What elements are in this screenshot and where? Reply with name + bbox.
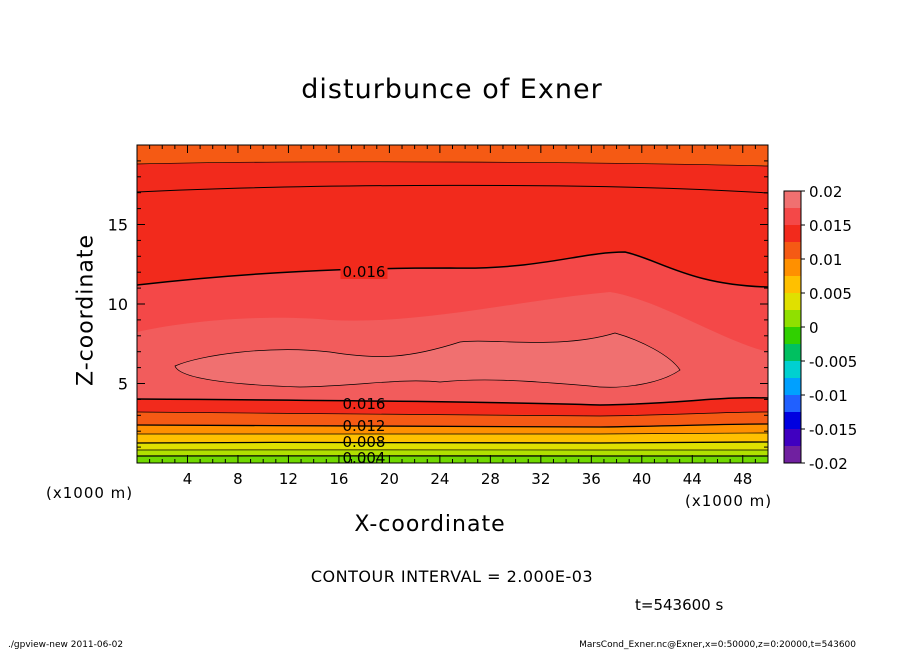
y-tick-label: 10 [108, 295, 128, 314]
colorbar-tick-label: -0.02 [809, 455, 848, 473]
colorbar-swatch [784, 412, 801, 430]
x-tick-label: 20 [380, 470, 399, 488]
colorbar-swatch [784, 395, 801, 413]
x-tick-label: 16 [329, 470, 348, 488]
colorbar-swatch [784, 310, 801, 328]
y-tick-label: 15 [108, 216, 128, 235]
colorbar-tick-label: -0.015 [809, 421, 857, 439]
x-tick-label: 40 [632, 470, 651, 488]
colorbar-swatch [784, 344, 801, 362]
contour-interval-text: CONTOUR INTERVAL = 2.000E-03 [310, 567, 594, 586]
colorbar-swatch [784, 361, 801, 379]
contour-label: 0.004 [343, 449, 386, 467]
colorbar-swatch [784, 259, 801, 277]
chart-title: disturbunce of Exner [301, 74, 603, 105]
colorbar-swatch [784, 327, 801, 345]
x-axis-label: X-coordinate [354, 512, 506, 537]
x-tick-label: 12 [279, 470, 298, 488]
colorbar-tick-label: 0 [809, 319, 819, 337]
colorbar-swatch [784, 429, 801, 447]
x-tick-label: 4 [183, 470, 193, 488]
colorbar-swatch [784, 225, 801, 243]
colorbar-swatch [784, 191, 801, 209]
x-tick-label: 28 [481, 470, 500, 488]
footer-right: MarsCond_Exner.nc@Exner,x=0:50000,z=0:20… [579, 640, 856, 650]
colorbar-swatch [784, 378, 801, 396]
contour-label: 0.008 [343, 433, 386, 451]
contour-label: 0.016 [343, 395, 386, 413]
colorbar-tick-label: 0.01 [809, 251, 842, 269]
colorbar-swatch [784, 276, 801, 294]
colorbar-swatch [784, 446, 801, 464]
x-tick-label: 48 [733, 470, 752, 488]
x-tick-label: 32 [531, 470, 550, 488]
contour-label: 0.012 [343, 417, 386, 435]
colorbar-swatch [784, 293, 801, 311]
colorbar: 0.02 0.015 0.01 0.005 0 -0.005 -0.01 -0.015 -0.0… [783, 183, 857, 473]
y-axis-unit: (x1000 m) [46, 484, 134, 502]
x-axis-unit: (x1000 m) [685, 492, 773, 510]
time-label: t=543600 s [635, 596, 724, 614]
y-axis-label: Z-coordinate [73, 234, 99, 386]
x-tick-label: 36 [582, 470, 601, 488]
contour-label: 0.016 [343, 263, 386, 281]
colorbar-tick-label: -0.01 [809, 387, 848, 405]
colorbar-tick-label: -0.005 [809, 353, 857, 371]
y-tick-label: 5 [118, 375, 128, 394]
colorbar-tick-label: 0.005 [809, 285, 852, 303]
contour-label-bg [340, 264, 388, 279]
footer-left: ./gpview-new 2011-06-02 [8, 640, 124, 650]
filled-contours [137, 145, 768, 463]
colorbar-tick-label: 0.02 [809, 183, 842, 201]
colorbar-tick-label: 0.015 [809, 217, 852, 235]
x-tick-label: 44 [683, 470, 702, 488]
colorbar-swatch [784, 242, 801, 260]
colorbar-swatch [784, 208, 801, 226]
x-tick-label: 8 [233, 470, 243, 488]
contour-lines [137, 161, 768, 457]
x-tick-label: 24 [430, 470, 449, 488]
